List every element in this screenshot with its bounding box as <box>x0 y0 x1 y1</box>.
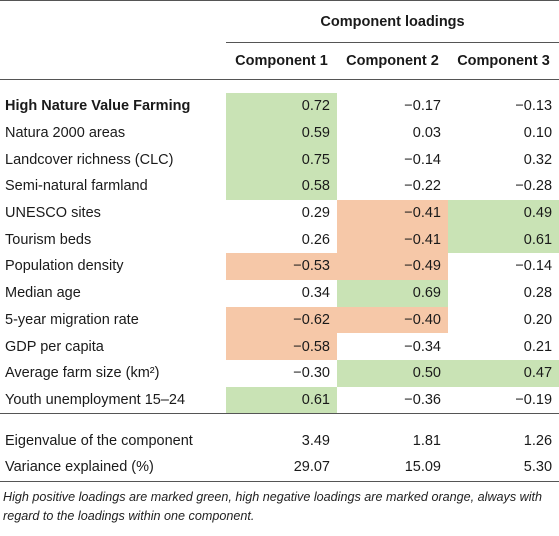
summary-rule-row <box>0 413 559 428</box>
loading-cell-component-2: −0.49 <box>337 253 448 280</box>
header-rule-row <box>0 79 559 93</box>
summary-cell-component-1: 29.07 <box>226 453 337 482</box>
loading-cell-component-3: 0.49 <box>448 199 559 227</box>
loading-cell-component-2: 0.50 <box>337 359 448 387</box>
row-label: High Nature Value Farming <box>5 98 191 115</box>
loading-cell-component-2: −0.41 <box>337 199 448 227</box>
table-row: Population density −0.53 −0.49 −0.14 <box>0 253 559 280</box>
loading-cell-component-2: −0.14 <box>404 151 441 168</box>
row-label: Population density <box>5 258 124 275</box>
loading-cell-component-3: −0.28 <box>515 178 553 195</box>
loading-cell-component-2: −0.36 <box>404 391 441 408</box>
column-header-row: Component 1 Component 2 Component 3 <box>0 43 559 80</box>
column-header-2: Component 2 <box>346 53 439 69</box>
loading-cell-component-1: −0.58 <box>226 333 337 360</box>
summary-cell-component-1: 3.49 <box>301 432 330 449</box>
rule-cell <box>448 413 559 428</box>
loading-cell-component-3: 0.47 <box>448 359 559 387</box>
row-label: 5-year migration rate <box>5 311 139 328</box>
loading-cell-component-1: 0.75 <box>226 146 337 174</box>
summary-row: Variance explained (%) 29.07 15.09 5.30 <box>0 453 559 482</box>
table-row: UNESCO sites 0.29 −0.41 0.49 <box>0 199 559 227</box>
summary-cell-component-2: 15.09 <box>337 453 448 482</box>
loading-cell-component-1: 0.61 <box>226 386 337 414</box>
rule-cell <box>0 413 226 428</box>
summary-cell-component-3: 5.30 <box>448 453 559 482</box>
summary-label: Eigenvalue of the component <box>5 432 193 449</box>
loading-cell-component-3: −0.13 <box>515 98 553 115</box>
table-row: Tourism beds 0.26 −0.41 0.61 <box>0 226 559 254</box>
loading-cell-component-3: 0.20 <box>523 311 553 328</box>
loading-cell-component-3: 0.21 <box>523 338 553 355</box>
loading-cell-component-3: 0.28 <box>523 285 553 302</box>
table-row: Youth unemployment 15–24 0.61 −0.36 −0.19 <box>0 386 559 414</box>
loading-cell-component-1: −0.53 <box>226 253 337 280</box>
row-label: UNESCO sites <box>5 205 101 222</box>
loading-cell-component-1: −0.62 <box>226 306 337 334</box>
loading-cell-component-2: 0.69 <box>337 279 448 307</box>
loading-cell-component-2: −0.22 <box>404 178 441 195</box>
column-header-1: Component 1 <box>235 53 328 69</box>
summary-label: Variance explained (%) <box>0 453 226 482</box>
table-row: Natura 2000 areas 0.59 0.03 0.10 <box>0 119 559 147</box>
rule-cell <box>0 79 226 93</box>
loading-cell-component-3: −0.14 <box>515 258 553 275</box>
group-header-row: Component loadings <box>0 0 559 43</box>
loading-cell-component-3: −0.19 <box>515 391 553 408</box>
row-label: Median age <box>5 285 81 302</box>
table-row: Semi-natural farmland 0.58 −0.22 −0.28 <box>0 173 559 200</box>
table-row: High Nature Value Farming 0.72 −0.17 −0.13 <box>0 93 559 120</box>
loading-cell-component-2: −0.34 <box>404 338 441 355</box>
loading-cell-component-3: 0.32 <box>523 151 553 168</box>
loading-cell-component-2: −0.40 <box>337 306 448 334</box>
row-label: Average farm size (km²) <box>5 365 160 382</box>
loading-cell-component-2: −0.17 <box>404 98 441 115</box>
table-row: Median age 0.34 0.69 0.28 <box>0 279 559 307</box>
row-label: Landcover richness (CLC) <box>5 151 174 168</box>
loading-cell-component-2: −0.41 <box>337 226 448 254</box>
loading-cell-component-1: 0.26 <box>301 231 330 248</box>
loading-cell-component-1: 0.72 <box>226 93 337 120</box>
loading-cell-component-3: 0.10 <box>523 125 553 142</box>
rule-cell <box>448 79 559 93</box>
table-row: Landcover richness (CLC) 0.75 −0.14 0.32 <box>0 146 559 174</box>
table-row: 5-year migration rate −0.62 −0.40 0.20 <box>0 306 559 334</box>
loading-cell-component-1: 0.34 <box>301 285 330 302</box>
rule-cell <box>337 79 448 93</box>
loading-cell-component-2: 0.03 <box>412 125 441 142</box>
row-label: Tourism beds <box>5 231 92 248</box>
table-row: GDP per capita −0.58 −0.34 0.21 <box>0 333 559 360</box>
rule-cell <box>226 79 337 93</box>
table-footnote: High positive loadings are marked green,… <box>3 490 543 523</box>
summary-cell-component-3: 1.26 <box>523 432 553 449</box>
row-label: Youth unemployment 15–24 <box>5 391 186 408</box>
component-loadings-table: Component loadings Component 1 Component… <box>0 0 559 482</box>
row-label: Semi-natural farmland <box>5 178 148 195</box>
rule-cell <box>226 413 337 428</box>
table-row: Average farm size (km²) −0.30 0.50 0.47 <box>0 359 559 387</box>
summary-row: Eigenvalue of the component 3.49 1.81 1.26 <box>0 427 559 454</box>
group-header: Component loadings <box>226 0 559 43</box>
row-label: GDP per capita <box>5 338 104 355</box>
loading-cell-component-1: −0.30 <box>293 365 330 382</box>
loadings-table-container: Component loadings Component 1 Component… <box>0 0 559 482</box>
loading-cell-component-1: 0.59 <box>226 119 337 147</box>
loading-cell-component-1: 0.29 <box>301 205 330 222</box>
rule-cell <box>337 413 448 428</box>
row-label: Natura 2000 areas <box>5 125 126 142</box>
table-body: Component loadings Component 1 Component… <box>0 0 559 482</box>
corner-cell <box>0 0 226 43</box>
summary-cell-component-2: 1.81 <box>412 432 441 449</box>
column-header-3: Component 3 <box>457 53 550 69</box>
corner-cell-2 <box>0 43 226 80</box>
loading-cell-component-1: 0.58 <box>226 173 337 200</box>
loading-cell-component-3: 0.61 <box>448 226 559 254</box>
